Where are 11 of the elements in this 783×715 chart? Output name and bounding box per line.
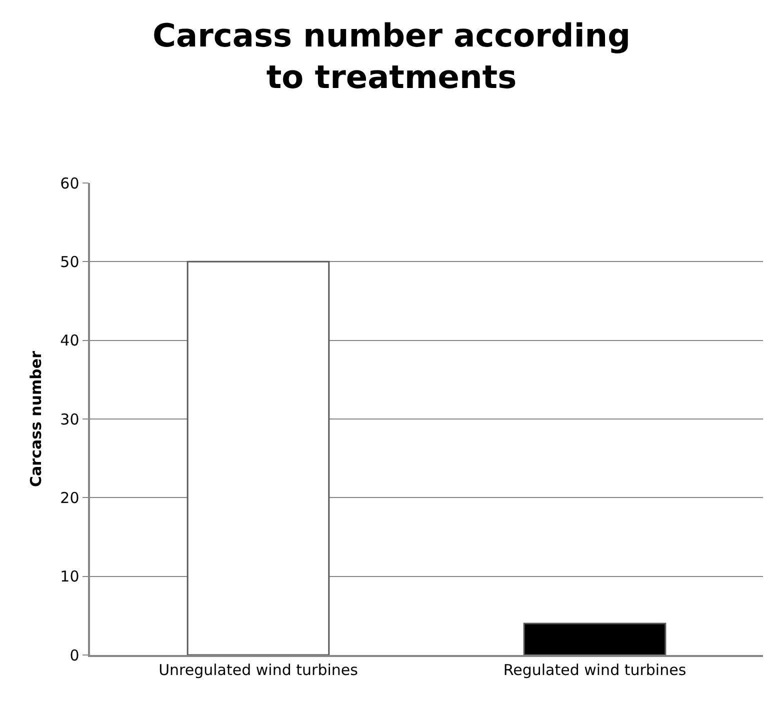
y-tick-label: 20 — [60, 488, 80, 507]
x-tick-label: Unregulated wind turbines — [158, 660, 358, 679]
y-tick-label: 50 — [60, 252, 80, 271]
y-axis-title: Carcass number — [26, 350, 45, 487]
y-tick-label: 10 — [60, 568, 80, 586]
y-tick-label: 30 — [60, 410, 80, 428]
y-tick-label: 40 — [60, 332, 80, 350]
x-tick-label: Regulated wind turbines — [503, 660, 686, 679]
y-tick-label: 60 — [60, 174, 80, 192]
chart-title: Carcass number according to treatments — [152, 16, 630, 96]
y-tick-label: 0 — [70, 646, 80, 664]
